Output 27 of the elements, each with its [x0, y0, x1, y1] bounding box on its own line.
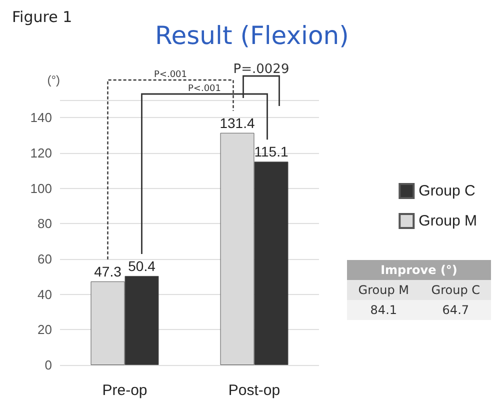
data-label: 50.4: [128, 258, 156, 274]
x-tick-label: Pre-op: [102, 382, 148, 399]
y-tick-label: 100: [30, 180, 52, 196]
legend-label: Group M: [418, 212, 478, 230]
data-label: 47.3: [94, 263, 122, 280]
text: P<.001: [154, 70, 188, 80]
chart-title: Result (Flexion): [155, 21, 349, 50]
legend-label: Group C: [418, 182, 476, 200]
text: 64.7: [420, 300, 491, 320]
caption: Figure 1: [12, 8, 72, 26]
data-label: 131.4: [220, 114, 255, 131]
y-tick-label: 120: [30, 146, 52, 160]
text: Improve (°): [347, 260, 491, 280]
text: Group C: [420, 280, 491, 300]
x-tick-label: Post-op: [228, 382, 280, 399]
y-tick-label: 0: [44, 358, 52, 372]
data-label: 115.1: [254, 144, 288, 160]
y-tick-label: 40: [38, 286, 52, 302]
text: 84.1: [347, 300, 420, 320]
y-axis-title: (°): [47, 73, 60, 87]
text: P=.0029: [233, 62, 290, 77]
y-tick-label: 140: [30, 110, 52, 126]
text: Group M: [347, 280, 420, 300]
y-tick-label: 20: [38, 322, 52, 338]
y-tick-label: 80: [38, 216, 52, 232]
text: P<.001: [188, 84, 222, 94]
y-tick-label: 60: [38, 252, 52, 266]
